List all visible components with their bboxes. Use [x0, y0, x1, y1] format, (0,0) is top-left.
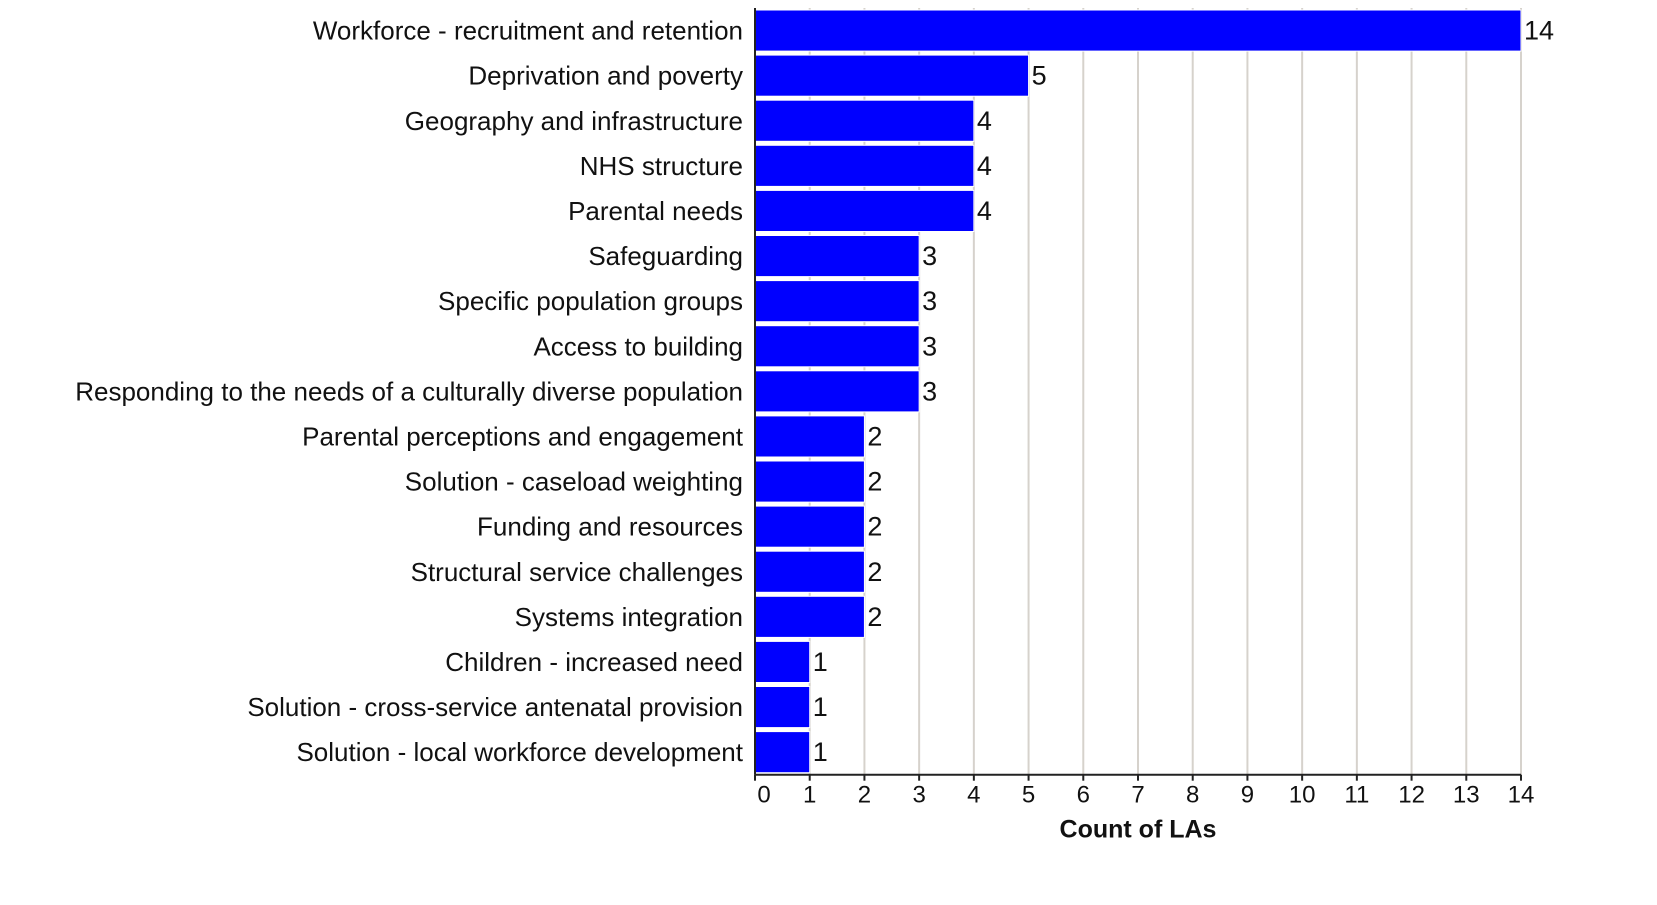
x-tick-label-6: 6: [1077, 782, 1090, 809]
category-label-6: Specific population groups: [438, 286, 743, 316]
value-label-14: 1: [813, 647, 828, 677]
bar-6: [754, 280, 920, 323]
value-label-0: 14: [1524, 16, 1554, 46]
category-label-0: Workforce - recruitment and retention: [313, 16, 743, 46]
value-label-10: 2: [867, 467, 882, 497]
x-tick-label-11: 11: [1344, 782, 1369, 809]
x-tick-label-4: 4: [967, 782, 980, 809]
bar-5: [754, 235, 920, 278]
x-tick-label-10: 10: [1289, 782, 1316, 809]
value-label-1: 5: [1032, 61, 1047, 91]
category-label-16: Solution - local workforce development: [296, 737, 743, 767]
value-label-2: 4: [977, 106, 992, 136]
category-label-11: Funding and resources: [477, 512, 743, 542]
bar-15: [754, 686, 811, 729]
bar-10: [754, 460, 865, 503]
value-label-12: 2: [867, 557, 882, 587]
value-label-13: 2: [867, 602, 882, 632]
value-label-8: 3: [922, 376, 937, 406]
bar-8: [754, 370, 920, 413]
x-axis: 0 1 2 3 4 5 6 7 8 9 10 11 12 13 14: [754, 8, 1535, 809]
category-label-7: Access to building: [533, 331, 743, 361]
value-label-5: 3: [922, 241, 937, 271]
gridlines: [808, 8, 1522, 775]
bar-4: [754, 189, 975, 232]
category-label-5: Safeguarding: [588, 241, 743, 271]
category-label-13: Systems integration: [515, 602, 743, 632]
category-label-10: Solution - caseload weighting: [405, 467, 743, 497]
category-label-15: Solution - cross-service antenatal provi…: [247, 692, 743, 722]
category-label-2: Geography and infrastructure: [405, 106, 743, 136]
category-label-1: Deprivation and poverty: [468, 61, 743, 91]
category-label-3: NHS structure: [580, 151, 743, 181]
x-tick-label-14: 14: [1508, 782, 1535, 809]
value-label-3: 4: [977, 151, 992, 181]
x-tick-label-1: 1: [803, 782, 816, 809]
value-label-15: 1: [813, 692, 828, 722]
category-label-9: Parental perceptions and engagement: [302, 421, 744, 451]
x-tick-label-9: 9: [1241, 782, 1254, 809]
value-label-16: 1: [813, 737, 828, 767]
x-tick-label-7: 7: [1131, 782, 1144, 809]
bar-2: [754, 99, 975, 142]
value-label-7: 3: [922, 331, 937, 361]
bar-3: [754, 144, 975, 187]
category-label-12: Structural service challenges: [411, 557, 743, 587]
bar-11: [754, 505, 865, 548]
x-tick-label-0: 0: [757, 782, 770, 809]
x-tick-label-3: 3: [912, 782, 925, 809]
category-label-4: Parental needs: [568, 196, 743, 226]
bar-12: [754, 550, 865, 593]
category-label-14: Children - increased need: [445, 647, 743, 677]
value-label-6: 3: [922, 286, 937, 316]
x-tick-label-5: 5: [1022, 782, 1035, 809]
bar-1: [754, 54, 1030, 97]
value-label-4: 4: [977, 196, 992, 226]
bar-7: [754, 325, 920, 368]
value-labels: 14 5 4 4 4 3 3 3 3 2 2 2 2 2 1 1 1: [813, 16, 1554, 768]
bars: [754, 9, 1522, 774]
x-tick-label-12: 12: [1398, 782, 1425, 809]
x-tick-label-13: 13: [1453, 782, 1480, 809]
value-label-9: 2: [867, 421, 882, 451]
bar-13: [754, 595, 865, 638]
bar-16: [754, 731, 811, 774]
bar-9: [754, 415, 865, 458]
value-label-11: 2: [867, 512, 882, 542]
x-tick-label-2: 2: [858, 782, 871, 809]
category-label-8: Responding to the needs of a culturally …: [75, 376, 743, 406]
x-tick-label-8: 8: [1186, 782, 1199, 809]
category-labels: Workforce - recruitment and retention Dep…: [75, 16, 744, 768]
x-axis-title: Count of LAs: [1060, 816, 1217, 844]
bar-14: [754, 640, 811, 684]
bar-0: [754, 9, 1522, 52]
